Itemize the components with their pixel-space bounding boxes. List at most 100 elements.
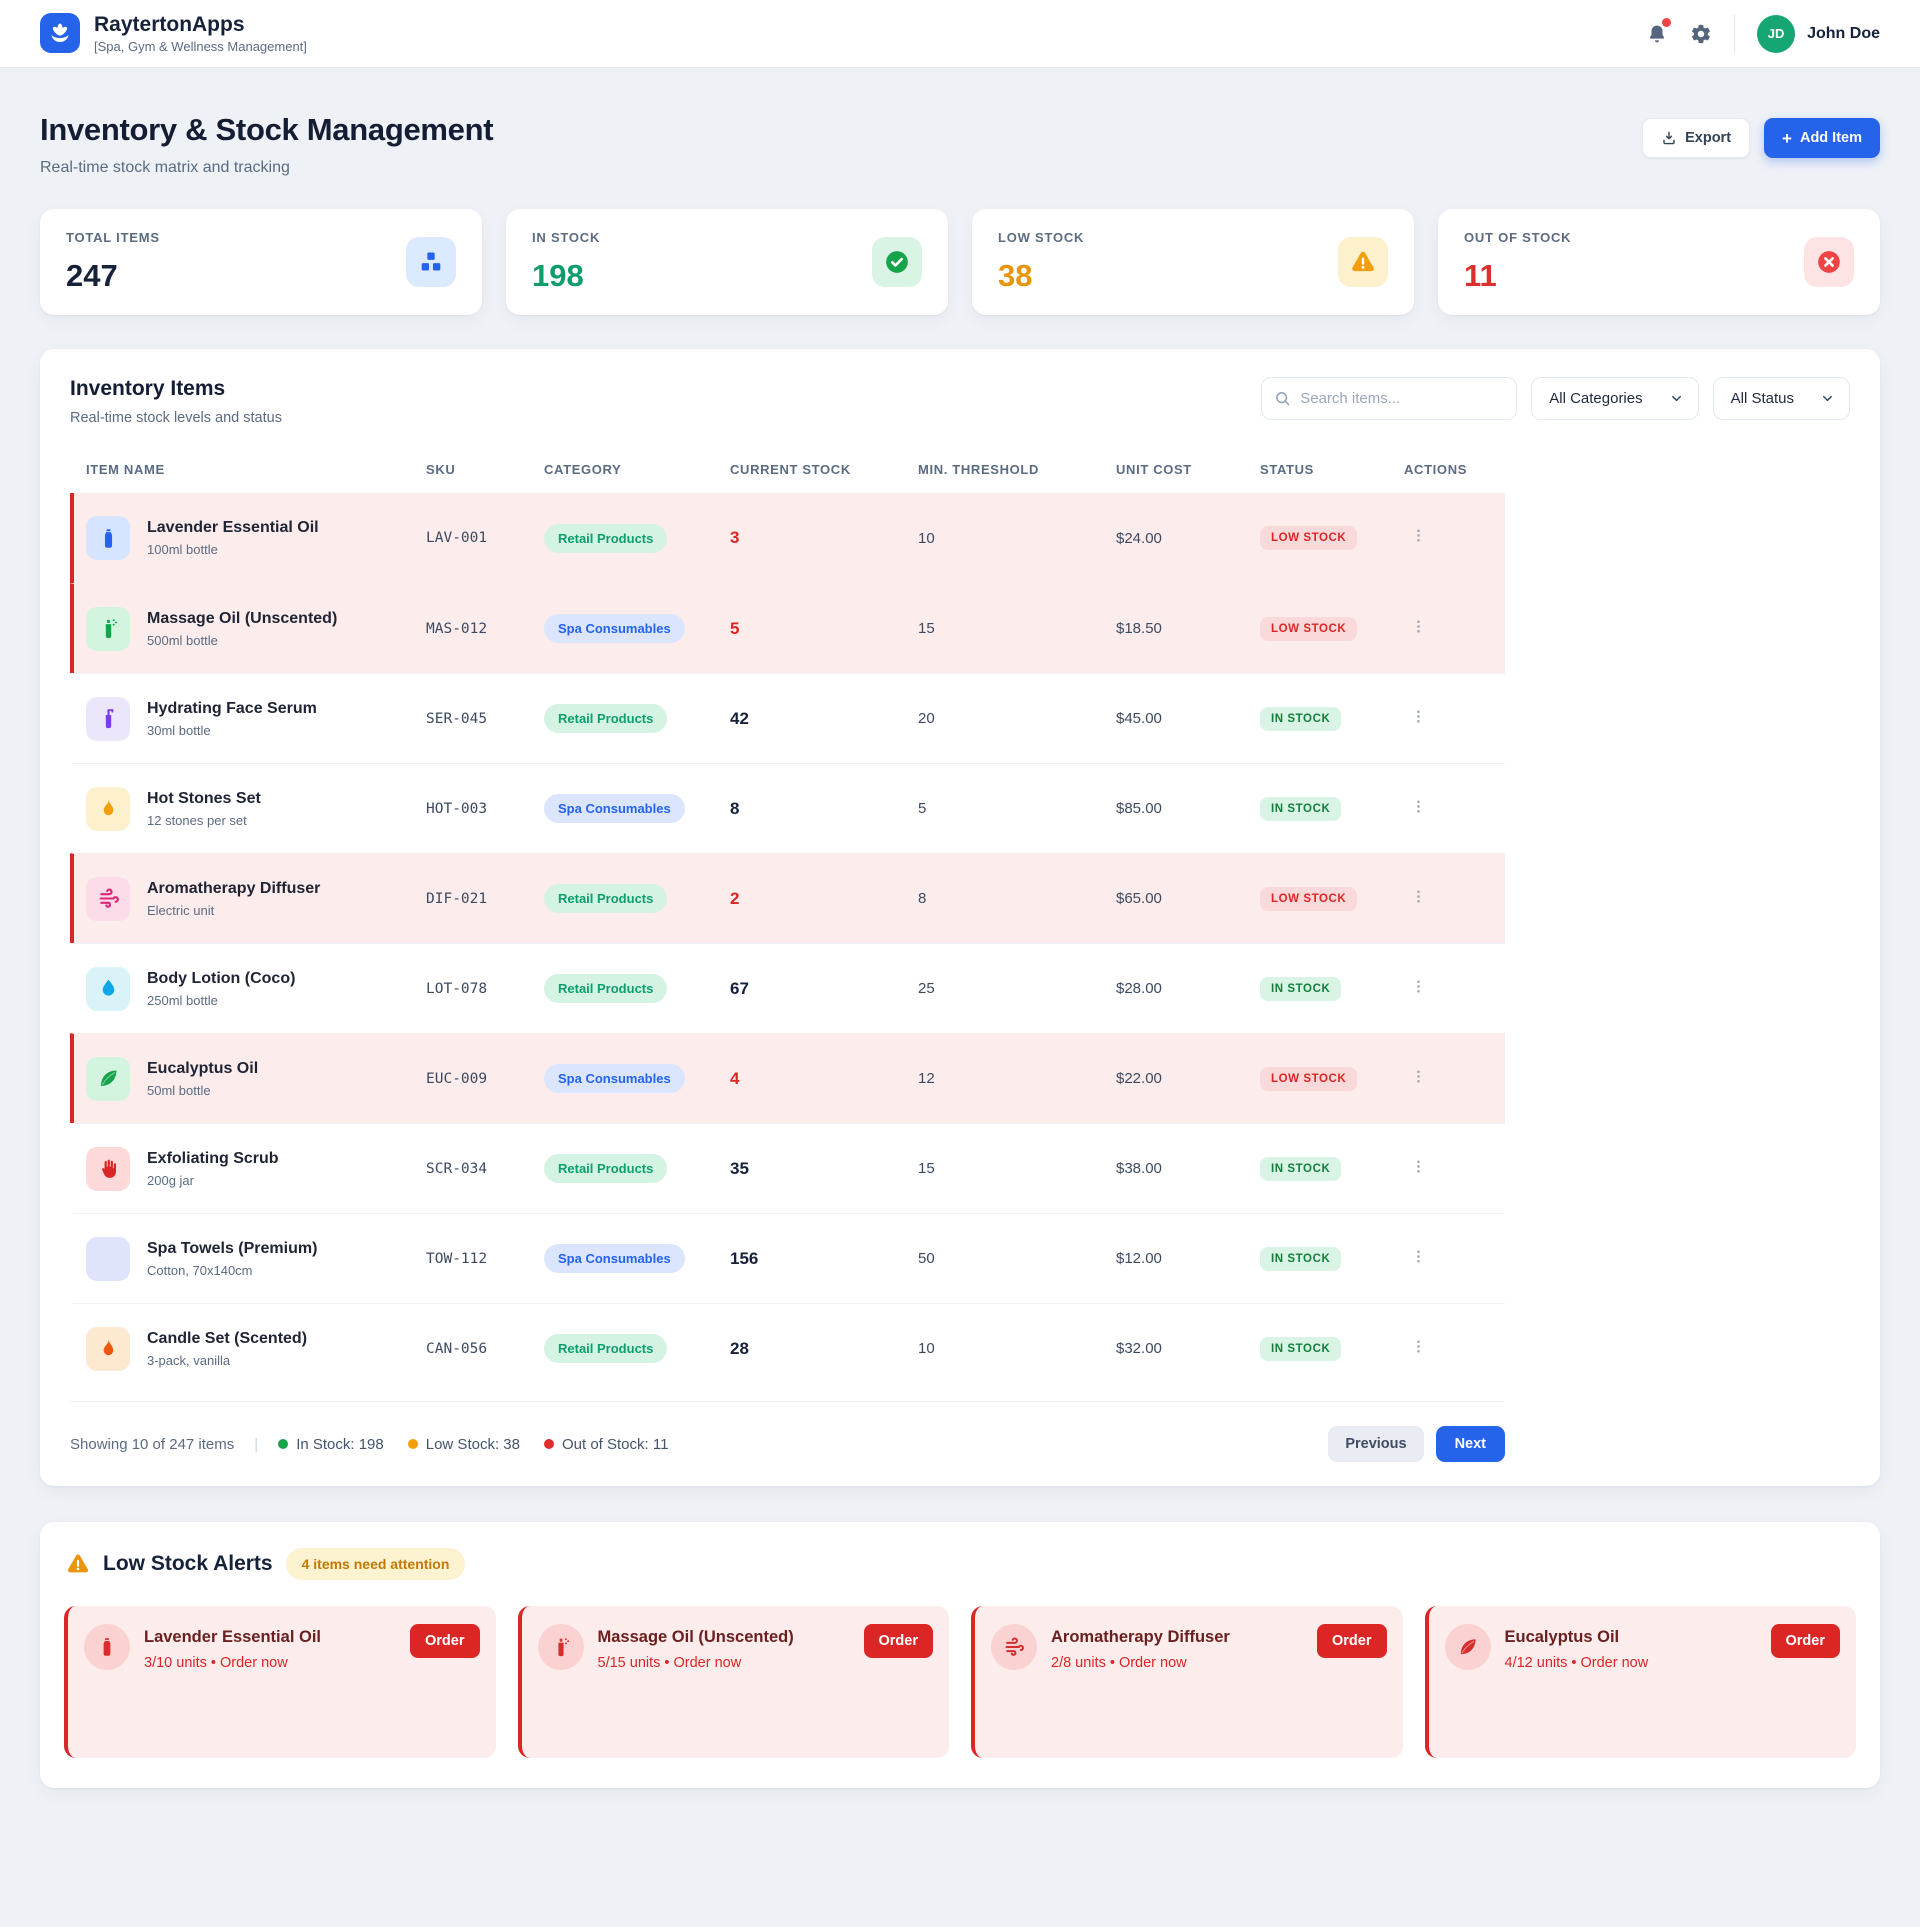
settings-button[interactable] (1690, 23, 1712, 45)
status-badge: IN STOCK (1260, 976, 1342, 1001)
alert-units: 2/8 units • Order now (1051, 1655, 1187, 1672)
green-dot-icon (278, 1439, 289, 1449)
status-badge: IN STOCK (1260, 1156, 1342, 1181)
kebab-menu-icon[interactable] (1404, 1156, 1433, 1177)
lotus-icon (48, 21, 72, 45)
min-threshold: 12 (918, 1070, 935, 1087)
kebab-menu-icon[interactable] (1404, 886, 1433, 907)
kebab-menu-icon[interactable] (1404, 1246, 1433, 1267)
item-spec: 200g jar (147, 1172, 194, 1188)
item-name: Hot Stones Set (147, 789, 261, 807)
stat-label: IN STOCK (532, 230, 601, 245)
leaf-icon (1444, 1624, 1491, 1670)
app-tagline: [Spa, Gym & Wellness Management] (94, 39, 307, 55)
table-row: Body Lotion (Coco) 250ml bottle LOT-078 Ret… (70, 943, 1505, 1033)
unit-cost: $12.00 (1116, 1250, 1162, 1267)
user-menu[interactable]: JD John Doe (1757, 14, 1880, 53)
low-stock-alert-card: Lavender Essential Oil 3/10 units • Order… (64, 1606, 496, 1758)
alert-units: 5/15 units • Order now (597, 1655, 742, 1672)
current-stock: 42 (730, 708, 749, 728)
category-badge: Retail Products (544, 704, 668, 733)
warning-icon (1338, 237, 1388, 287)
stat-value: 247 (66, 258, 118, 293)
column-header: ACTIONS (1404, 462, 1468, 477)
category-badge: Spa Consumables (544, 794, 685, 823)
steam-icon (86, 876, 130, 921)
current-stock: 3 (730, 528, 740, 547)
item-name: Eucalyptus Oil (147, 1059, 259, 1077)
item-name: Aromatherapy Diffuser (147, 879, 321, 897)
previous-button[interactable]: Previous (1328, 1426, 1424, 1462)
app-name: RaytertonApps (94, 12, 245, 36)
stat-card-in-stock: IN STOCK 198 (506, 209, 948, 315)
table-row: Hot Stones Set 12 stones per set HOT-003 Sp… (70, 763, 1505, 853)
kebab-menu-icon[interactable] (1404, 1066, 1433, 1087)
item-sku: LAV-001 (426, 530, 488, 546)
current-stock: 35 (730, 1158, 749, 1178)
next-button[interactable]: Next (1435, 1426, 1505, 1462)
add-item-button[interactable]: + Add Item (1764, 118, 1880, 158)
item-name: Massage Oil (Unscented) (147, 609, 338, 627)
item-spec: 250ml bottle (147, 992, 218, 1008)
legend-low-stock: Low Stock: 38 (407, 1436, 520, 1453)
boxes-icon (406, 237, 456, 287)
category-badge: Spa Consumables (544, 614, 685, 643)
alert-item-name: Lavender Essential Oil (144, 1628, 321, 1646)
item-sku: HOT-003 (426, 800, 488, 817)
column-header: UNIT COST (1116, 462, 1192, 477)
header-divider (1734, 14, 1736, 53)
x-circle-icon (1804, 237, 1854, 287)
unit-cost: $32.00 (1116, 1340, 1162, 1357)
item-sku: SCR-034 (426, 1160, 488, 1177)
min-threshold: 20 (918, 710, 935, 727)
status-filter-select[interactable]: All Status (1712, 377, 1850, 420)
order-button[interactable]: Order (863, 1624, 933, 1658)
search-input[interactable] (1261, 377, 1518, 420)
export-button[interactable]: Export (1642, 118, 1751, 158)
notifications-button[interactable] (1646, 17, 1672, 45)
category-badge: Retail Products (544, 1154, 668, 1183)
item-name: Candle Set (Scented) (147, 1329, 308, 1347)
kebab-menu-icon[interactable] (1404, 976, 1433, 997)
low-stock-alert-card: Eucalyptus Oil 4/12 units • Order now Orde… (1424, 1606, 1856, 1758)
order-button[interactable]: Order (1770, 1624, 1840, 1658)
item-name: Body Lotion (Coco) (147, 969, 296, 987)
flame-icon (86, 786, 130, 831)
status-badge: LOW STOCK (1260, 1066, 1358, 1091)
kebab-menu-icon[interactable] (1404, 616, 1433, 637)
kebab-menu-icon[interactable] (1404, 796, 1433, 817)
table-row: Eucalyptus Oil 50ml bottle EUC-009 Spa Cons… (70, 1033, 1505, 1123)
column-header: CATEGORY (544, 462, 622, 477)
stat-label: OUT OF STOCK (1464, 230, 1572, 245)
column-header: SKU (426, 462, 456, 477)
stat-card-out-of-stock: OUT OF STOCK 11 (1438, 209, 1880, 315)
hand-icon (86, 1146, 130, 1191)
min-threshold: 8 (918, 890, 927, 907)
status-badge: IN STOCK (1260, 796, 1342, 821)
leaf-icon (86, 1056, 130, 1101)
bell-icon (1646, 23, 1668, 45)
order-button[interactable]: Order (1317, 1624, 1387, 1658)
oil-bottle-icon (86, 516, 130, 560)
item-name: Lavender Essential Oil (147, 519, 319, 536)
order-button[interactable]: Order (410, 1624, 480, 1658)
kebab-menu-icon[interactable] (1404, 706, 1433, 727)
min-threshold: 10 (918, 529, 935, 547)
item-sku: MAS-012 (426, 620, 488, 637)
alert-units: 4/12 units • Order now (1504, 1655, 1649, 1672)
kebab-menu-icon[interactable] (1404, 1336, 1433, 1357)
notification-badge (1662, 17, 1672, 27)
page-title: Inventory & Stock Management (40, 112, 494, 147)
table-footer: Showing 10 of 247 items | In Stock: 198 … (70, 1401, 1505, 1462)
category-badge: Spa Consumables (544, 1244, 685, 1273)
warning-icon (66, 1552, 90, 1576)
item-sku: EUC-009 (426, 1070, 488, 1087)
min-threshold: 5 (918, 800, 927, 817)
column-header: STATUS (1260, 462, 1314, 477)
spray-bottle-icon (537, 1624, 584, 1670)
plus-icon: + (1782, 128, 1792, 148)
item-spec: 30ml bottle (147, 722, 211, 738)
unit-cost: $28.00 (1116, 980, 1162, 997)
kebab-menu-icon[interactable] (1404, 525, 1433, 546)
category-filter-select[interactable]: All Categories (1531, 377, 1699, 420)
